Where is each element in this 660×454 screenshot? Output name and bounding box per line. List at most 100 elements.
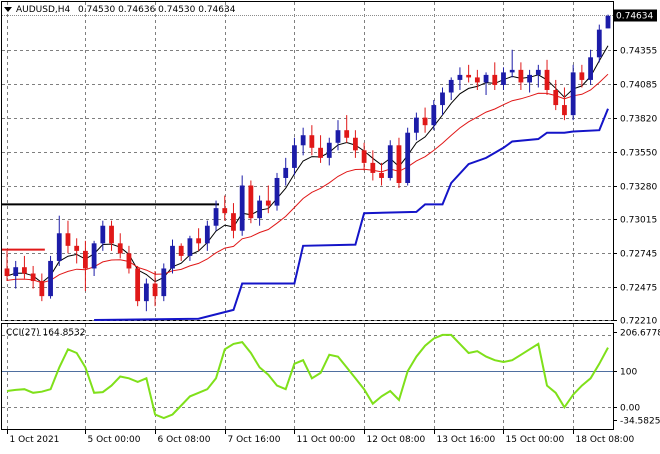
candle [117, 233, 123, 259]
current-price-label: 0.74634 [616, 12, 653, 22]
candle [527, 69, 533, 93]
candle [326, 137, 332, 166]
candle [544, 59, 550, 96]
candle-body [361, 150, 367, 163]
time-tick-label: 7 Oct 16:00 [228, 435, 281, 445]
candle-body [292, 145, 297, 168]
price-tick-label: 0.73280 [620, 183, 657, 193]
candle-body [196, 238, 202, 244]
candle [553, 79, 559, 111]
candle [126, 245, 132, 274]
time-tick-label: 12 Oct 08:00 [367, 435, 426, 445]
candle [65, 220, 71, 254]
candle [535, 64, 541, 88]
candle [187, 235, 193, 261]
candle [562, 87, 567, 121]
candle [204, 220, 210, 251]
cci-tick-label: -34.5825 [620, 417, 660, 427]
candle-body [257, 200, 262, 219]
candle-body [457, 74, 463, 80]
candle-body [535, 69, 541, 75]
current-price-badge [613, 9, 657, 22]
price-tick-label: 0.73015 [620, 216, 657, 226]
candle-body [117, 243, 123, 254]
candle-body [501, 72, 506, 85]
candle-body [492, 74, 498, 85]
candle-body [448, 79, 454, 93]
cci-pane-frame [1, 323, 614, 430]
candle-body [527, 74, 533, 83]
candle [353, 130, 358, 158]
candle-body [596, 29, 602, 58]
candle [178, 243, 184, 261]
candle-body [379, 172, 384, 178]
candle-body [588, 57, 593, 80]
candle-body [518, 69, 524, 83]
candle [91, 240, 97, 277]
cci-line [6, 333, 609, 420]
price-tick-label: 0.74355 [620, 47, 657, 57]
candle [231, 203, 236, 239]
ohlc-readout: 0.74530 0.74636 0.74530 0.74634 [78, 5, 236, 15]
candle-body [239, 185, 245, 231]
candlestick-series [4, 14, 611, 312]
candle-body [82, 250, 88, 269]
candle [13, 260, 19, 289]
candle-body [74, 245, 80, 251]
time-tick-label: 18 Oct 08:00 [576, 435, 635, 445]
cci-axis: 206.6778 100 0.00 -34.5825 [613, 329, 660, 427]
candle [509, 49, 515, 78]
candle-body [405, 132, 411, 183]
time-tick-label: 6 Oct 08:00 [158, 435, 211, 445]
candle [292, 137, 297, 176]
candle [152, 270, 158, 307]
candle [596, 24, 602, 63]
candle [318, 135, 323, 163]
candle-body [413, 117, 419, 133]
candle-body [387, 145, 393, 178]
candle [143, 278, 149, 312]
slow-moving-average-line [6, 73, 609, 284]
candle [265, 185, 271, 214]
candle [483, 72, 489, 96]
candle [605, 14, 611, 29]
candle-body [300, 135, 306, 146]
time-tick-label: 15 Oct 00:00 [506, 435, 565, 445]
candle-body [544, 69, 550, 90]
candle-body [100, 225, 106, 244]
candle [440, 87, 445, 116]
candle [501, 67, 506, 90]
time-tick-label: 1 Oct 2021 [10, 435, 60, 445]
candle-body [396, 145, 402, 183]
candle [170, 239, 175, 274]
candle [335, 120, 341, 151]
candle [74, 238, 80, 264]
candle-body [178, 245, 184, 256]
cci-indicator-label: CCI(27) 164.8532 [6, 328, 86, 338]
candle [448, 77, 454, 101]
candle-body [231, 213, 236, 231]
candle [4, 250, 10, 282]
candle-body [309, 135, 315, 148]
candle-body [326, 142, 332, 158]
candle [248, 180, 254, 224]
candle-body [135, 268, 141, 302]
candle-body [187, 238, 193, 256]
price-tick-label: 0.72745 [620, 250, 657, 260]
candle-body [161, 268, 167, 297]
symbol-menu-arrow-icon[interactable] [4, 7, 12, 12]
candle-body [248, 185, 254, 219]
candle-body [474, 77, 480, 83]
candle-body [126, 253, 132, 269]
candle [135, 265, 141, 307]
candle [274, 172, 280, 211]
candle-body [283, 167, 289, 178]
support-step-line [94, 108, 609, 321]
candle [466, 64, 472, 83]
candle-body [466, 74, 472, 78]
candle-body [143, 283, 149, 302]
candle [457, 67, 463, 90]
